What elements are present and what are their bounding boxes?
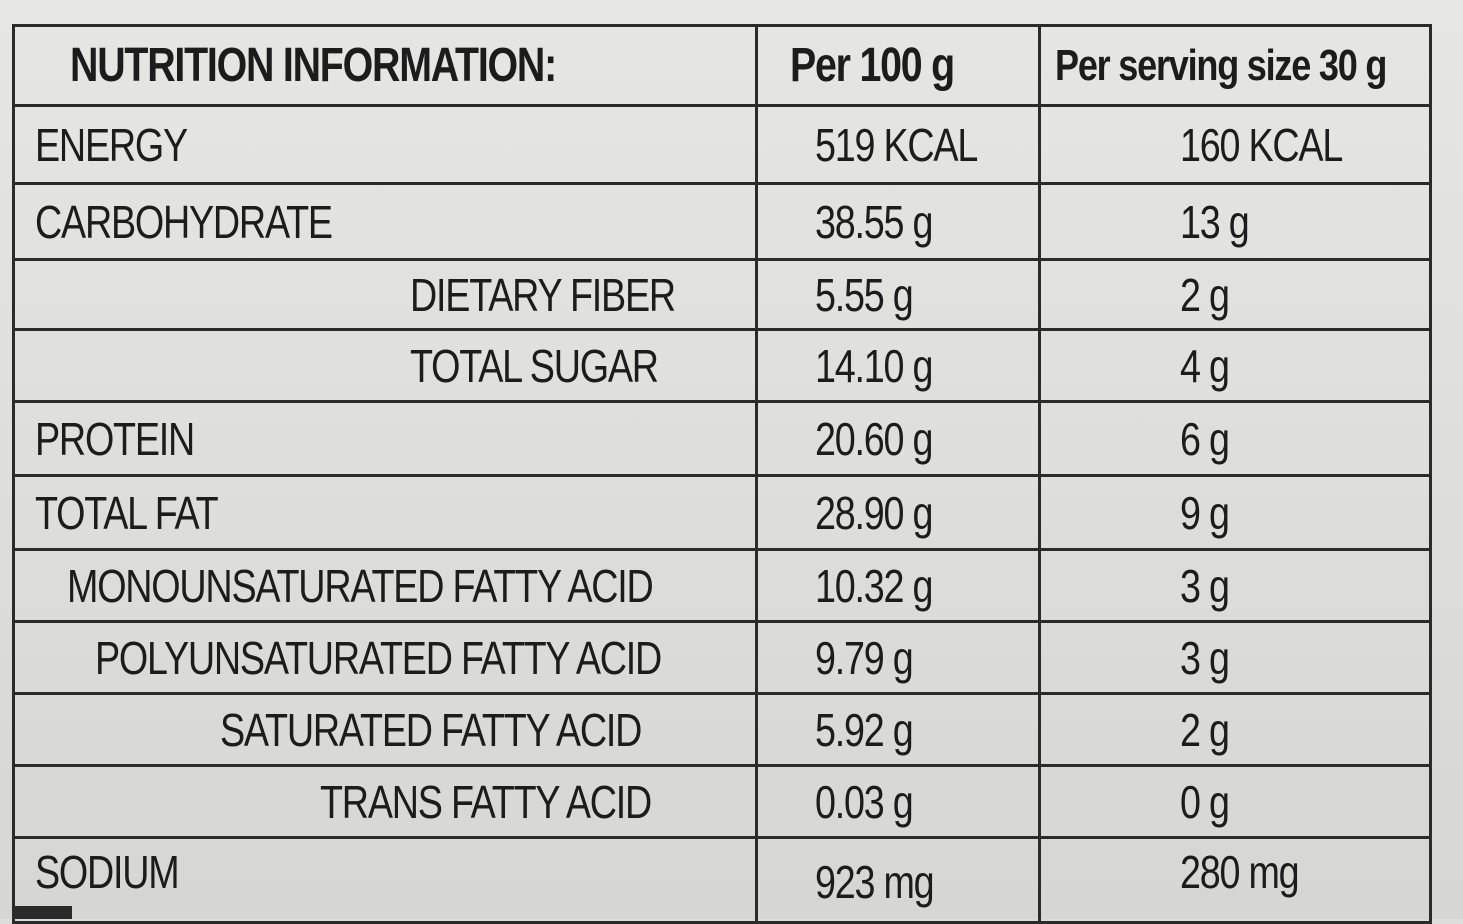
value-per-100g: 20.60 g bbox=[815, 412, 933, 465]
column-divider bbox=[1038, 551, 1041, 620]
value-per-100g: 9.79 g bbox=[815, 631, 914, 684]
column-divider bbox=[755, 695, 758, 764]
value-per-100g: 519 KCAL bbox=[815, 118, 978, 171]
column-divider bbox=[1038, 107, 1041, 182]
column-divider bbox=[1038, 623, 1041, 692]
table-row: POLYUNSATURATED FATTY ACID 9.79 g 3 g bbox=[15, 623, 1429, 695]
table-header-row: NUTRITION INFORMATION: Per 100 g Per ser… bbox=[15, 27, 1429, 107]
column-divider bbox=[755, 107, 758, 182]
column-divider bbox=[1038, 185, 1041, 258]
value-per-100g: 28.90 g bbox=[815, 486, 933, 539]
value-per-serving: 9 g bbox=[1180, 486, 1230, 539]
column-divider bbox=[1038, 261, 1041, 328]
value-per-100g: 5.55 g bbox=[815, 268, 914, 321]
column-divider bbox=[1038, 767, 1041, 836]
column-divider bbox=[755, 331, 758, 400]
value-per-100g: 38.55 g bbox=[815, 195, 933, 248]
column-divider bbox=[755, 839, 758, 924]
nutrient-name: PROTEIN bbox=[35, 412, 195, 465]
column-divider bbox=[1038, 331, 1041, 400]
value-per-serving: 6 g bbox=[1180, 412, 1230, 465]
table-row: DIETARY FIBER 5.55 g 2 g bbox=[15, 261, 1429, 331]
nutrient-name: MONOUNSATURATED FATTY ACID bbox=[67, 559, 654, 612]
value-per-serving: 160 KCAL bbox=[1180, 118, 1343, 171]
value-per-serving: 4 g bbox=[1180, 339, 1230, 392]
table-row: TOTAL FAT 28.90 g 9 g bbox=[15, 477, 1429, 551]
table-row: TOTAL SUGAR 14.10 g 4 g bbox=[15, 331, 1429, 403]
value-per-serving: 280 mg bbox=[1180, 846, 1300, 898]
column-divider bbox=[755, 623, 758, 692]
value-per-100g: 10.32 g bbox=[815, 559, 933, 612]
value-per-100g: 14.10 g bbox=[815, 339, 933, 392]
nutrient-name: CARBOHYDRATE bbox=[35, 195, 333, 248]
header-per-serving: Per serving size 30 g bbox=[1055, 40, 1387, 90]
table-row: SODIUM 923 mg 280 mg bbox=[15, 839, 1429, 924]
table-row: CARBOHYDRATE 38.55 g 13 g bbox=[15, 185, 1429, 261]
value-per-serving: 2 g bbox=[1180, 268, 1230, 321]
column-divider bbox=[755, 185, 758, 258]
value-per-serving: 13 g bbox=[1180, 195, 1250, 248]
nutrient-name: ENERGY bbox=[35, 118, 188, 171]
column-divider bbox=[1038, 403, 1041, 474]
value-per-100g: 5.92 g bbox=[815, 703, 914, 756]
table-row: TRANS FATTY ACID 0.03 g 0 g bbox=[15, 767, 1429, 839]
column-divider bbox=[755, 551, 758, 620]
column-divider bbox=[1038, 839, 1041, 924]
nutrition-table: NUTRITION INFORMATION: Per 100 g Per ser… bbox=[12, 24, 1432, 924]
header-per-100g: Per 100 g bbox=[790, 39, 955, 92]
cropped-text-fragment bbox=[12, 906, 72, 919]
column-divider bbox=[755, 261, 758, 328]
value-per-100g: 0.03 g bbox=[815, 775, 914, 828]
value-per-100g: 923 mg bbox=[815, 855, 935, 908]
column-divider bbox=[755, 403, 758, 474]
header-nutrition-information: NUTRITION INFORMATION: bbox=[70, 39, 557, 92]
nutrient-name: TOTAL SUGAR bbox=[410, 339, 659, 392]
nutrient-name: SATURATED FATTY ACID bbox=[220, 703, 642, 756]
column-divider bbox=[1038, 27, 1041, 104]
table-row: ENERGY 519 KCAL 160 KCAL bbox=[15, 107, 1429, 185]
column-divider bbox=[755, 477, 758, 548]
table-row: SATURATED FATTY ACID 5.92 g 2 g bbox=[15, 695, 1429, 767]
value-per-serving: 3 g bbox=[1180, 631, 1230, 684]
column-divider bbox=[755, 27, 758, 104]
column-divider bbox=[1038, 477, 1041, 548]
column-divider bbox=[755, 767, 758, 836]
value-per-serving: 0 g bbox=[1180, 775, 1230, 828]
value-per-serving: 3 g bbox=[1180, 559, 1230, 612]
nutrient-name: POLYUNSATURATED FATTY ACID bbox=[95, 631, 662, 684]
table-row: PROTEIN 20.60 g 6 g bbox=[15, 403, 1429, 477]
column-divider bbox=[1038, 695, 1041, 764]
nutrient-name: TRANS FATTY ACID bbox=[320, 775, 652, 828]
nutrient-name: DIETARY FIBER bbox=[410, 268, 676, 321]
nutrient-name: TOTAL FAT bbox=[35, 486, 219, 539]
value-per-serving: 2 g bbox=[1180, 703, 1230, 756]
table-row: MONOUNSATURATED FATTY ACID 10.32 g 3 g bbox=[15, 551, 1429, 623]
nutrient-name: SODIUM bbox=[35, 846, 180, 898]
